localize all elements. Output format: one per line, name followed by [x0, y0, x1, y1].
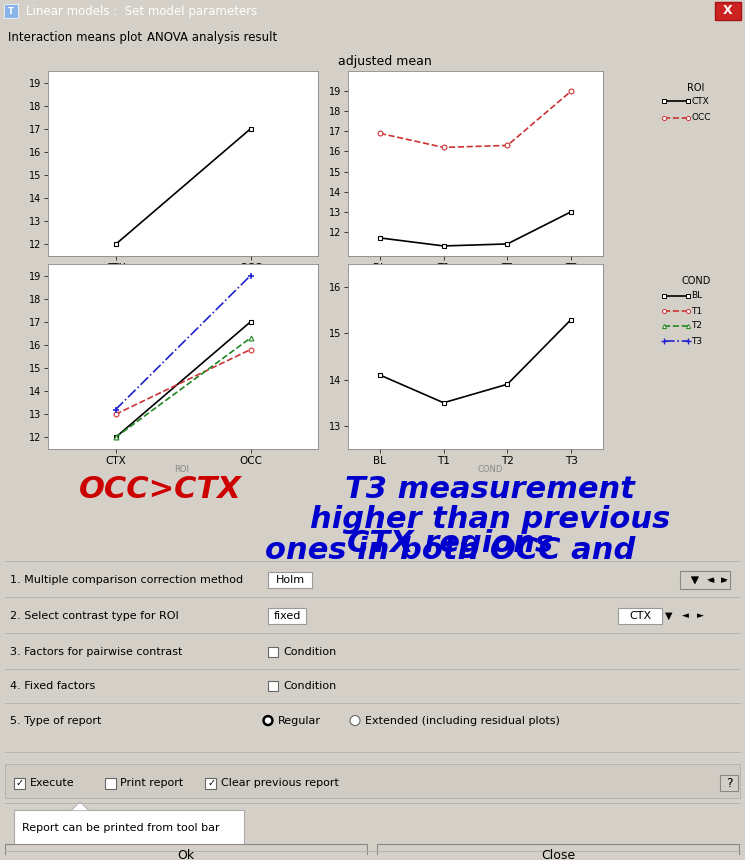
- Text: 2. Select contrast type for ROI: 2. Select contrast type for ROI: [10, 611, 179, 621]
- Text: Regular: Regular: [278, 716, 321, 726]
- Bar: [105, 778, 116, 789]
- Bar: [14, 778, 25, 789]
- Bar: [5, 844, 367, 860]
- Text: X: X: [723, 4, 733, 17]
- Text: Clear previous report: Clear previous report: [221, 778, 339, 788]
- Text: ▼: ▼: [665, 611, 673, 621]
- Text: ◄: ◄: [682, 611, 688, 620]
- Text: ✓: ✓: [16, 778, 24, 788]
- Text: ▼: ▼: [691, 574, 699, 585]
- Text: Condition: Condition: [283, 681, 336, 691]
- Text: ▼: ▼: [691, 574, 699, 585]
- Text: Condition: Condition: [283, 647, 336, 657]
- Text: Close: Close: [541, 849, 575, 860]
- Text: adjusted mean: adjusted mean: [338, 54, 432, 67]
- Text: ►: ►: [720, 575, 727, 585]
- Text: T2: T2: [691, 322, 702, 330]
- Bar: [618, 608, 662, 624]
- Text: ►: ►: [720, 575, 727, 585]
- Text: ◄: ◄: [708, 575, 714, 585]
- Text: Execute: Execute: [30, 778, 74, 788]
- Text: CTX: CTX: [629, 611, 651, 621]
- Text: OCC: OCC: [691, 114, 711, 122]
- Circle shape: [265, 718, 270, 723]
- Text: T3: T3: [691, 336, 702, 346]
- Bar: [205, 778, 216, 789]
- Text: ROI: ROI: [174, 464, 189, 474]
- Text: Report can be printed from tool bar: Report can be printed from tool bar: [22, 823, 220, 833]
- Text: Extended (including residual plots): Extended (including residual plots): [365, 716, 560, 726]
- Text: Holm: Holm: [276, 574, 305, 585]
- Text: T1: T1: [691, 306, 702, 316]
- Bar: [4, 4, 18, 18]
- Bar: [268, 608, 306, 624]
- Bar: [268, 681, 278, 691]
- Bar: [268, 572, 312, 588]
- Text: 3. Factors for pairwise contrast: 3. Factors for pairwise contrast: [10, 647, 183, 657]
- Text: CTX regions: CTX regions: [347, 530, 553, 558]
- Text: ►: ►: [697, 611, 703, 620]
- Circle shape: [263, 716, 273, 726]
- Text: 1. Multiple comparison correction method: 1. Multiple comparison correction method: [10, 574, 243, 585]
- Text: higher than previous: higher than previous: [310, 506, 670, 535]
- Bar: [680, 571, 730, 589]
- Text: fixed: fixed: [273, 611, 301, 621]
- Bar: [14, 809, 244, 847]
- Text: Ok: Ok: [177, 849, 194, 860]
- Text: OCC>CTX: OCC>CTX: [79, 475, 241, 504]
- Text: Interaction means plot: Interaction means plot: [8, 32, 142, 45]
- Bar: [377, 844, 739, 860]
- Bar: [720, 775, 738, 791]
- Text: Print report: Print report: [120, 778, 183, 788]
- Text: ?: ?: [726, 777, 732, 789]
- Polygon shape: [72, 802, 88, 809]
- Text: CTX: CTX: [691, 96, 708, 106]
- Text: COND: COND: [478, 464, 503, 474]
- Text: BL: BL: [691, 292, 702, 300]
- Text: ◄: ◄: [706, 575, 714, 585]
- Text: COND: COND: [682, 276, 711, 286]
- Bar: [715, 2, 741, 20]
- Circle shape: [350, 716, 360, 726]
- Text: ones in both OCC and: ones in both OCC and: [264, 536, 635, 565]
- Bar: [268, 647, 278, 657]
- Text: ANOVA analysis result: ANOVA analysis result: [147, 32, 277, 45]
- Text: ✓: ✓: [208, 778, 216, 788]
- Text: 4. Fixed factors: 4. Fixed factors: [10, 681, 95, 691]
- Text: T: T: [8, 7, 14, 15]
- Text: ROI: ROI: [688, 83, 705, 93]
- Text: 5. Type of report: 5. Type of report: [10, 716, 101, 726]
- Text: Linear models :  Set model parameters: Linear models : Set model parameters: [26, 4, 257, 17]
- Bar: [5, 764, 740, 798]
- Text: T3 measurement: T3 measurement: [345, 475, 635, 504]
